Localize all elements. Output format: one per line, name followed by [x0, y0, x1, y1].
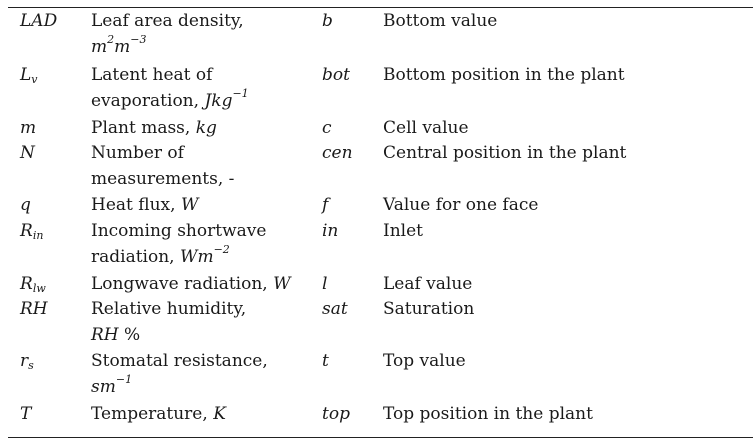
- description-line: Stomatal resistance,: [91, 351, 268, 371]
- description-line: Incoming shortwave: [91, 221, 267, 241]
- unit: Wm: [179, 247, 214, 267]
- subscript-description: Leaf value: [383, 274, 473, 294]
- description-text: Temperature,: [91, 404, 214, 424]
- description-text: Plant mass,: [91, 118, 196, 138]
- description-line: Leaf area density,: [91, 11, 244, 31]
- subscript-description: Bottom position in the plant: [383, 65, 625, 85]
- description-line: RH %: [91, 322, 246, 348]
- unit: m2m−3: [91, 34, 244, 60]
- subscript-symbol: top: [322, 404, 350, 424]
- description: Relative humidity, RH %: [91, 296, 246, 348]
- symbol: q: [20, 195, 31, 215]
- unit-exponent: −1: [232, 87, 249, 101]
- description-text: Heat flux,: [91, 195, 181, 215]
- symbol: Rlw: [20, 271, 46, 297]
- symbol-subscript: v: [31, 73, 38, 86]
- symbol: rs: [20, 348, 34, 374]
- subscript-description: Cell value: [383, 118, 469, 138]
- symbol: N: [20, 143, 35, 163]
- unit-exponent: −2: [213, 243, 230, 257]
- subscript-description: Top value: [383, 351, 466, 371]
- description: Longwave radiation, W: [91, 271, 291, 297]
- table-top-rule: [8, 7, 753, 8]
- subscript-symbol: cen: [322, 143, 353, 163]
- symbol-base: R: [20, 274, 33, 294]
- symbol: Rin: [20, 218, 43, 244]
- unit-part: m: [114, 37, 131, 57]
- symbol: m: [20, 118, 37, 138]
- description: Temperature, K: [91, 401, 226, 427]
- subscript-symbol: c: [322, 118, 332, 138]
- unit: kg: [195, 118, 217, 138]
- description-line: Relative humidity,: [91, 299, 247, 319]
- subscript-symbol: in: [322, 221, 339, 241]
- description: Latent heat of evaporation, Jkg−1: [91, 62, 249, 114]
- description-text: Longwave radiation,: [91, 274, 274, 294]
- subscript-description: Inlet: [383, 221, 423, 241]
- description-text: evaporation,: [91, 91, 205, 111]
- symbol-subscript: in: [32, 229, 44, 242]
- subscript-symbol: l: [322, 274, 328, 294]
- subscript-symbol: sat: [322, 299, 348, 319]
- description-text: radiation,: [91, 247, 180, 267]
- description-text: %: [118, 325, 141, 345]
- table-bottom-rule: [8, 437, 753, 438]
- symbol: Lv: [20, 62, 38, 88]
- unit: Jkg: [204, 91, 233, 111]
- unit-part: m: [91, 37, 108, 57]
- subscript-symbol: bot: [322, 65, 350, 85]
- symbol-subscript: lw: [32, 282, 46, 295]
- subscript-description: Saturation: [383, 299, 475, 319]
- unit: RH: [91, 325, 119, 345]
- unit-exponent: −1: [115, 373, 133, 387]
- unit-exponent: −3: [130, 33, 147, 47]
- symbol-base: R: [20, 221, 33, 241]
- subscript-symbol: b: [322, 11, 333, 31]
- symbol: LAD: [20, 11, 58, 31]
- description: Stomatal resistance, sm−1: [91, 348, 268, 400]
- subscript-symbol: f: [322, 195, 329, 215]
- description-line: Latent heat of: [91, 65, 213, 85]
- unit: W: [180, 195, 199, 215]
- symbol: T: [20, 404, 32, 424]
- subscript-description: Value for one face: [383, 195, 539, 215]
- symbol-base: r: [20, 351, 29, 371]
- subscript-symbol: t: [322, 351, 329, 371]
- unit: W: [273, 274, 291, 294]
- unit: sm−1: [91, 374, 268, 400]
- description: Incoming shortwave radiation, Wm−2: [91, 218, 266, 270]
- subscript-description: Central position in the plant: [383, 143, 627, 163]
- subscript-description: Bottom value: [383, 11, 498, 31]
- unit-exponent: 2: [107, 33, 115, 47]
- description-line: radiation, Wm−2: [91, 244, 266, 270]
- symbol-base: L: [20, 65, 32, 85]
- description-line: measurements, -: [91, 169, 235, 189]
- subscript-description: Top position in the plant: [383, 404, 593, 424]
- symbol-subscript: s: [28, 359, 34, 372]
- unit-part: sm: [91, 377, 116, 397]
- description-line: evaporation, Jkg−1: [91, 88, 249, 114]
- unit: K: [213, 404, 226, 424]
- description: Plant mass, kg: [91, 115, 217, 141]
- description: Heat flux, W: [91, 192, 198, 218]
- description-line: Number of: [91, 143, 184, 163]
- symbol: RH: [20, 299, 48, 319]
- description: Leaf area density, m2m−3: [91, 8, 244, 60]
- description: Number of measurements, -: [91, 140, 234, 192]
